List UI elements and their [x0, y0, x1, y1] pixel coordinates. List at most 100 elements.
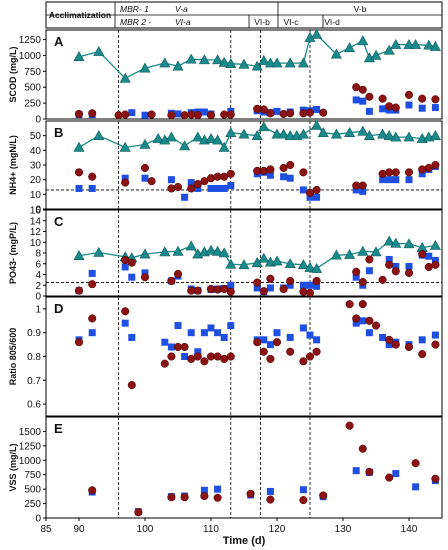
y-tick-label: 30 [30, 161, 42, 172]
x-tick-label: 85 [40, 524, 52, 535]
data-point-square [214, 485, 222, 493]
data-point-circle [365, 255, 374, 264]
data-point-triangle [344, 248, 356, 259]
data-point-triangle [344, 42, 356, 53]
data-point-circle [312, 347, 321, 356]
y-tick-label: 250 [24, 99, 41, 110]
data-point-circle [391, 267, 400, 276]
data-point-circle [167, 276, 176, 286]
data-point-square [227, 182, 235, 190]
data-point-circle [88, 280, 97, 289]
data-point-circle [226, 287, 235, 296]
data-point-circle [385, 260, 394, 269]
data-point-square [431, 257, 439, 265]
data-point-circle [391, 103, 400, 112]
data-point-circle [246, 489, 255, 498]
data-point-circle [299, 496, 308, 505]
data-point-square [227, 322, 235, 330]
data-point-square [365, 329, 373, 337]
data-point-circle [299, 287, 308, 296]
data-point-triangle [357, 35, 369, 46]
y-tick-label: 14 [30, 216, 42, 227]
data-point-circle [431, 95, 440, 104]
data-point-circle [167, 493, 176, 502]
data-point-triangle [119, 141, 131, 152]
data-point-circle [173, 269, 183, 279]
data-point-circle [266, 495, 275, 504]
data-point-circle [147, 110, 156, 119]
data-point-circle [88, 486, 97, 495]
data-point-circle [180, 493, 189, 502]
data-point-triangle [73, 51, 85, 61]
data-point-triangle [225, 58, 237, 68]
data-point-triangle [278, 128, 290, 139]
data-point-triangle [297, 57, 309, 68]
data-point-triangle [403, 39, 415, 49]
data-point-circle [121, 178, 130, 187]
data-point-square [181, 353, 189, 360]
data-point-circle [431, 474, 440, 483]
data-point-circle [424, 163, 433, 172]
series-circle [88, 421, 440, 517]
data-point-triangle [218, 56, 230, 67]
x-tick-label: 120 [269, 524, 286, 535]
data-point-circle [299, 168, 308, 177]
data-point-square [405, 176, 413, 184]
data-point-square [88, 184, 96, 192]
panel-frame [45, 29, 443, 120]
data-point-circle [121, 110, 130, 119]
data-point-circle [193, 111, 202, 120]
data-point-triangle [377, 128, 389, 139]
y-tick-label: 0.9 [27, 328, 41, 339]
data-point-triangle [212, 245, 224, 256]
data-point-square [161, 338, 169, 346]
data-point-triangle [370, 246, 382, 257]
x-tick-label: 110 [203, 524, 219, 535]
data-point-triangle [390, 237, 402, 248]
data-point-circle [312, 185, 321, 194]
data-point-square [167, 176, 175, 184]
data-point-circle [418, 350, 427, 359]
data-point-circle [358, 85, 367, 94]
data-point-triangle [192, 131, 204, 142]
data-point-triangle [205, 132, 217, 143]
data-point-circle [305, 188, 315, 197]
data-point-triangle [344, 127, 356, 138]
data-point-circle [391, 168, 400, 177]
data-point-triangle [73, 141, 85, 152]
data-point-square [214, 329, 222, 337]
data-point-triangle [284, 130, 296, 140]
panel-letter: A [54, 34, 64, 49]
data-point-triangle [185, 53, 197, 64]
data-point-square [200, 329, 208, 337]
data-point-square [405, 101, 413, 109]
data-point-triangle [357, 125, 369, 136]
data-point-square [207, 324, 215, 332]
x-tick-label: 130 [335, 524, 352, 535]
header-mbr1-phase: V-a [175, 4, 188, 14]
y-axis-label: SCOD (mg/L) [8, 47, 18, 103]
data-point-circle [418, 165, 427, 174]
data-point-triangle [225, 258, 237, 269]
data-point-triangle [423, 39, 435, 50]
panel-letter: B [54, 125, 63, 140]
data-point-circle [305, 352, 315, 361]
data-point-circle [358, 444, 367, 453]
data-point-square [181, 193, 189, 201]
data-point-square [141, 174, 149, 182]
data-point-circle [206, 174, 216, 183]
data-point-square [365, 267, 373, 275]
data-point-square [352, 96, 360, 104]
data-point-square [286, 281, 294, 289]
data-point-square [121, 319, 129, 327]
header-mbr2-phase: VI-a [175, 17, 191, 27]
y-tick-label: 16 [30, 206, 42, 217]
data-point-triangle [317, 127, 329, 138]
data-point-circle [286, 109, 295, 118]
data-point-circle [226, 169, 235, 178]
data-point-square [167, 343, 175, 351]
data-point-circle [193, 180, 202, 189]
series-triangle [73, 28, 441, 83]
header-vb: V-b [354, 4, 367, 14]
